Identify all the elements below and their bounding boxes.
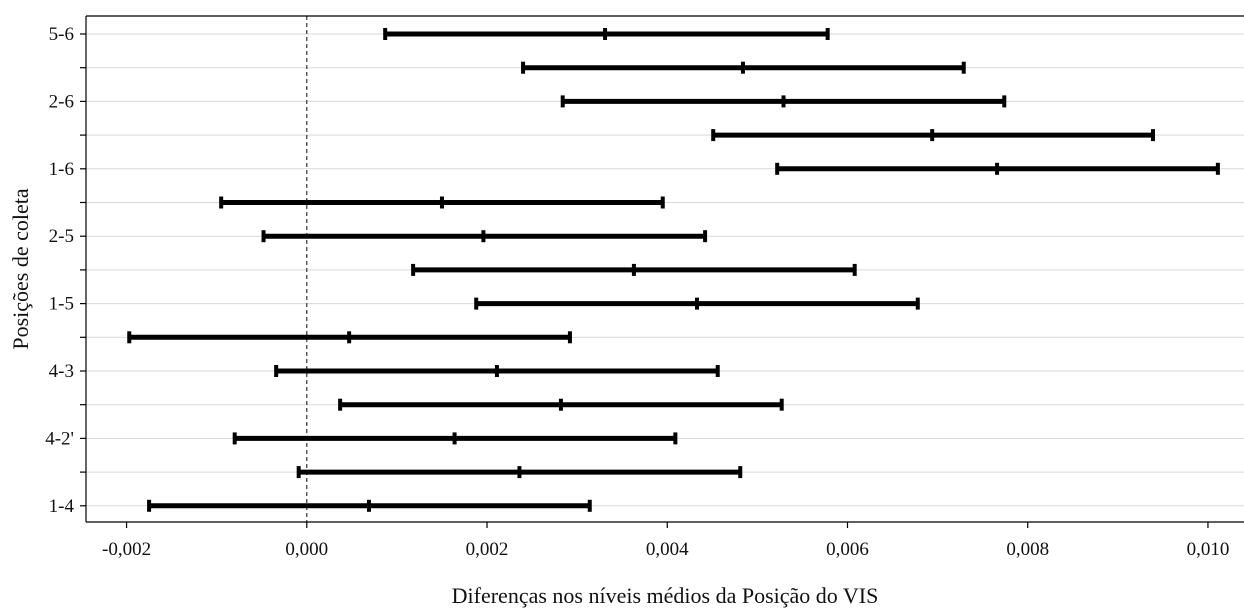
axes: -0,002 0,000 0,002 0,004 0,006 0,008 0,010 5-6 2… xyxy=(45,15,1244,560)
x-tick-label: -0,002 xyxy=(102,539,151,560)
x-tick-label: 0,008 xyxy=(1006,539,1049,560)
y-tick-label: 1-4 xyxy=(49,496,75,517)
y-tick-label: 4-2' xyxy=(45,428,74,449)
interval-9 xyxy=(474,297,920,310)
x-axis-title: Diferenças nos níveis médios da Posição … xyxy=(452,583,879,608)
interval-3 xyxy=(560,95,1007,108)
x-tick-label: 0,010 xyxy=(1187,539,1230,560)
interval-5 xyxy=(775,162,1220,175)
interval-2 xyxy=(521,61,966,74)
y-tick-label: 1-6 xyxy=(49,159,74,180)
x-tick-label: 0,000 xyxy=(285,539,328,560)
interval-15 xyxy=(147,499,592,512)
x-tick-label: 0,006 xyxy=(826,539,869,560)
y-tick-label: 2-6 xyxy=(49,91,74,112)
interval-10 xyxy=(127,331,572,344)
interval-12 xyxy=(338,398,784,411)
interval-4 xyxy=(711,129,1155,142)
y-axis-title: Posições de coleta xyxy=(8,188,33,350)
interval-11 xyxy=(274,365,720,377)
x-tick-label: 0,004 xyxy=(646,539,689,560)
interval-8 xyxy=(411,263,857,276)
y-tick-label: 4-3 xyxy=(49,361,74,382)
interval-1 xyxy=(383,28,830,40)
interval-6 xyxy=(219,196,665,209)
y-tick-label: 5-6 xyxy=(49,24,74,45)
interval-bars xyxy=(127,28,1220,512)
y-tick-label: 1-5 xyxy=(49,294,74,315)
x-tick-label: 0,002 xyxy=(466,539,509,560)
interval-7 xyxy=(261,230,708,243)
interval-13 xyxy=(232,432,678,445)
interval-14 xyxy=(296,466,743,479)
y-tick-label: 2-5 xyxy=(49,226,74,247)
